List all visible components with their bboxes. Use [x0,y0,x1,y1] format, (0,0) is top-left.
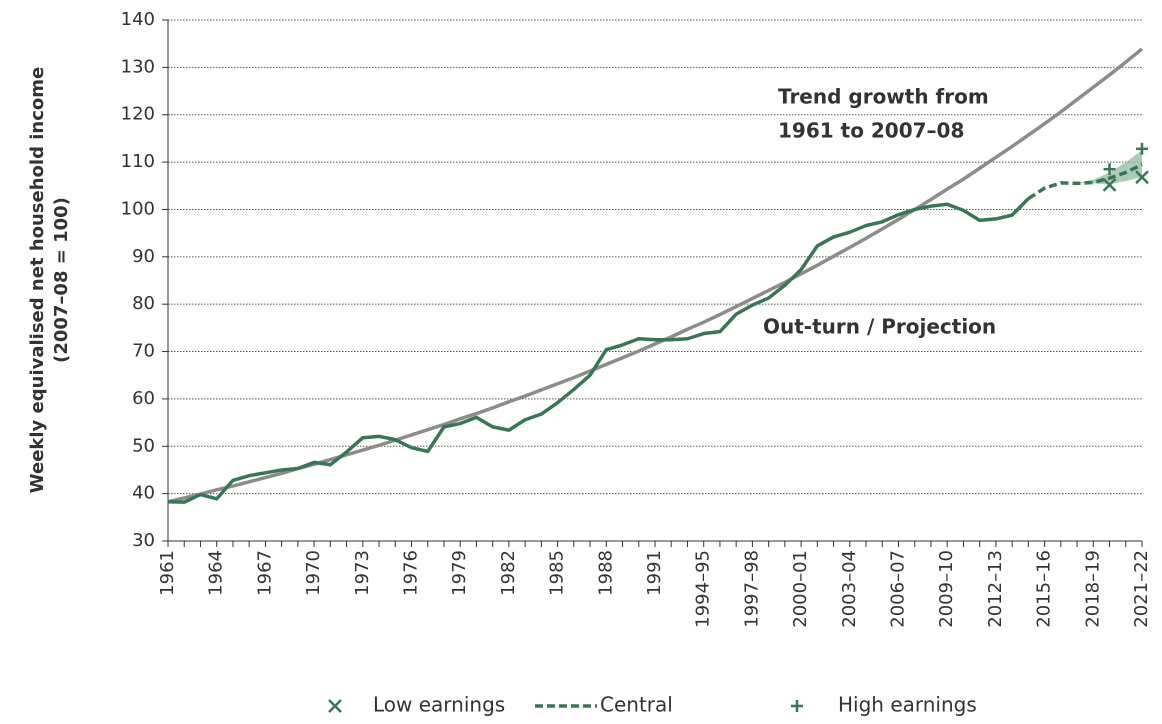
point-marker [1102,177,1117,192]
legend-swatch [328,699,342,713]
x-tick-label: 2000–01 [790,550,811,628]
point-marker-stroke [1135,170,1149,185]
y-axis-title: Weekly equivalised net household income … [27,67,72,493]
y-tick-label: 50 [132,435,155,456]
legend-label: Low earnings [373,693,505,717]
x-tick-label: 1988 [595,550,616,596]
y-tick-label: 60 [132,388,155,409]
x-tick-label: 1979 [449,550,470,596]
legend-label: Central [600,693,673,717]
y-tick-label: 140 [121,9,155,30]
x-tick-label: 2012–13 [985,550,1006,628]
y-tick-label: 40 [132,483,155,504]
x-tick-label: 1985 [547,550,568,596]
y-axis-title-line: (2007–08 = 100) [51,197,72,363]
legend-swatch [791,700,803,712]
x-tick-label: 2006–07 [888,550,909,628]
x-tick-label: 1973 [352,550,373,596]
y-tick-label: 120 [121,104,155,125]
x-tick-label: 1964 [206,550,227,596]
x-tick-label: 1994–95 [693,550,714,628]
x-tick-label: 1976 [401,550,422,596]
legend-label: High earnings [838,693,977,717]
point-marker [1103,163,1116,176]
x-tick-label: 1991 [644,550,665,596]
y-axis-title-line: Weekly equivalised net household income [27,67,48,493]
y-tick-label: 80 [132,293,155,314]
trend-line [167,47,1144,504]
y-tick-label: 100 [121,198,155,219]
y-tick-label: 30 [132,530,155,551]
x-tick-label: 2021–22 [1131,550,1152,628]
legend-swatch-stroke [328,699,342,713]
outturn-line [167,197,1030,504]
point-marker [1135,170,1149,185]
point-marker-stroke [1102,177,1117,192]
central-line [1027,162,1143,201]
x-tick-label: 2003–04 [839,550,860,628]
annotation: 1961 to 2007–08 [778,119,964,143]
x-tick-label: 1961 [157,550,178,596]
projection-band [1077,150,1142,185]
x-tick-label: 2018–19 [1082,550,1103,628]
x-tick-label: 2009–10 [936,550,957,628]
point-marker [1136,142,1148,155]
y-tick-label: 110 [121,151,155,172]
annotation: Out-turn / Projection [763,315,996,339]
y-tick-label: 130 [121,56,155,77]
y-tick-label: 70 [132,341,155,362]
y-tick-label: 90 [132,246,155,267]
x-tick-label: 1970 [303,550,324,596]
x-tick-label: 2015–16 [1034,550,1055,628]
x-tick-label: 1982 [498,550,519,596]
annotation: Trend growth from [778,85,989,109]
x-tick-label: 1967 [254,550,275,596]
x-tick-label: 1997–98 [741,550,762,628]
